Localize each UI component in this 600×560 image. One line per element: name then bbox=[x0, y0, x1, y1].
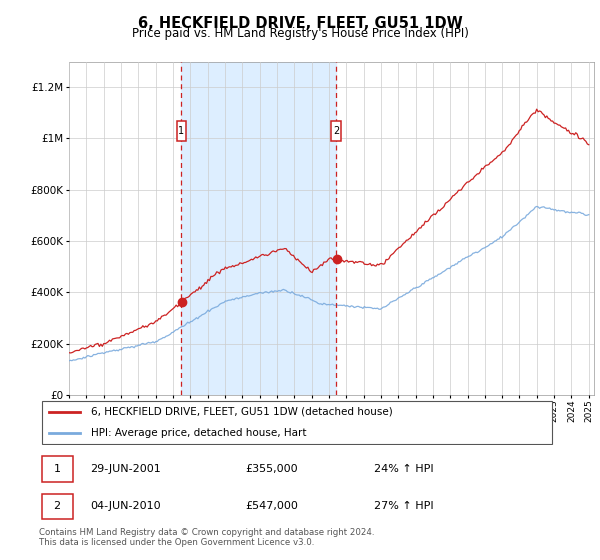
FancyBboxPatch shape bbox=[331, 120, 341, 141]
Text: 2: 2 bbox=[333, 126, 340, 136]
Text: 1: 1 bbox=[178, 126, 185, 136]
Text: £547,000: £547,000 bbox=[245, 501, 298, 511]
Text: 29-JUN-2001: 29-JUN-2001 bbox=[91, 464, 161, 474]
FancyBboxPatch shape bbox=[176, 120, 186, 141]
FancyBboxPatch shape bbox=[41, 400, 553, 444]
Text: 1: 1 bbox=[53, 464, 61, 474]
FancyBboxPatch shape bbox=[41, 456, 73, 482]
Text: 6, HECKFIELD DRIVE, FLEET, GU51 1DW: 6, HECKFIELD DRIVE, FLEET, GU51 1DW bbox=[137, 16, 463, 31]
Text: 27% ↑ HPI: 27% ↑ HPI bbox=[374, 501, 434, 511]
Text: Contains HM Land Registry data © Crown copyright and database right 2024.
This d: Contains HM Land Registry data © Crown c… bbox=[39, 528, 374, 547]
Text: £355,000: £355,000 bbox=[245, 464, 298, 474]
Text: 04-JUN-2010: 04-JUN-2010 bbox=[91, 501, 161, 511]
Text: Price paid vs. HM Land Registry's House Price Index (HPI): Price paid vs. HM Land Registry's House … bbox=[131, 27, 469, 40]
FancyBboxPatch shape bbox=[41, 493, 73, 519]
Text: 24% ↑ HPI: 24% ↑ HPI bbox=[374, 464, 434, 474]
Text: HPI: Average price, detached house, Hart: HPI: Average price, detached house, Hart bbox=[91, 428, 306, 438]
Text: 6, HECKFIELD DRIVE, FLEET, GU51 1DW (detached house): 6, HECKFIELD DRIVE, FLEET, GU51 1DW (det… bbox=[91, 407, 392, 417]
Bar bbox=[181, 62, 336, 395]
Text: 2: 2 bbox=[53, 501, 61, 511]
